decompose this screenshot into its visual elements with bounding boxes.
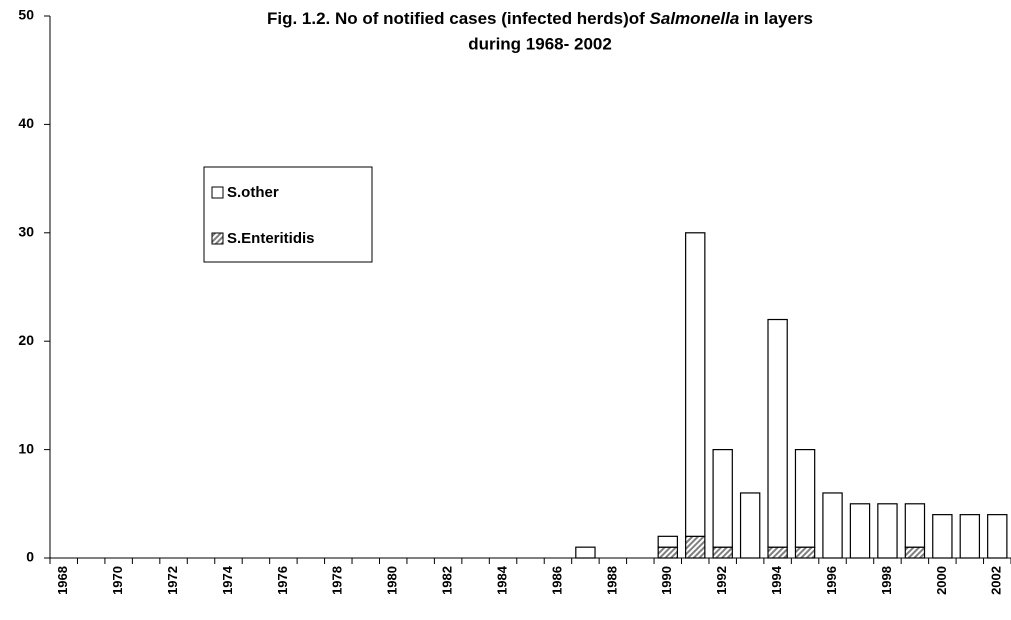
y-tick-label: 20 [18,332,34,348]
bar-segment [849,503,871,559]
bar-segment [767,546,788,559]
bar-segment [822,492,843,559]
bar-segment [932,514,953,559]
x-tick-label: 1986 [549,566,564,595]
title-part: in layers [739,9,813,28]
legend-swatch [211,186,224,199]
x-tick-label: 1990 [659,566,674,595]
x-tick-label: 1996 [824,566,839,595]
bar-segment [739,492,761,559]
x-tick-label: 1978 [330,566,345,595]
x-tick-label: 1992 [714,566,729,595]
legend-box [203,166,373,263]
bar-segment [904,503,926,548]
title-part: Fig. 1.2. No of notified cases (infected… [267,9,650,28]
bar-segment [794,449,816,548]
chart-title: during 1968- 2002 [468,34,612,53]
y-tick-label: 0 [26,549,34,565]
x-tick-label: 1988 [604,566,619,595]
x-tick-label: 1972 [165,566,180,595]
x-tick-label: 1998 [879,566,894,595]
legend-label: S.other [227,184,279,201]
bar-segment [794,546,816,559]
title-part: Salmonella [650,9,740,28]
bar-segment [657,535,678,548]
x-tick-label: 1984 [494,565,509,595]
bar-segment [987,514,1008,559]
x-tick-label: 2000 [934,566,949,595]
bar-segment [575,546,596,559]
bar-segment [657,546,678,559]
bar-segment [877,503,898,559]
legend-swatch [211,232,224,245]
bar-segment [712,449,733,548]
bar-segment [959,514,981,559]
y-tick-label: 30 [18,224,34,240]
x-tick-label: 1970 [110,566,125,595]
y-tick-label: 50 [18,7,34,23]
x-tick-label: 1980 [385,566,400,595]
y-tick-label: 40 [18,115,34,131]
y-tick-label: 10 [18,440,34,456]
x-tick-label: 2002 [989,566,1004,595]
x-tick-label: 1994 [769,565,784,595]
legend-label: S.Enteritidis [227,230,315,247]
bar-segment [712,546,733,559]
bar-segment [767,318,788,548]
x-tick-label: 1974 [220,565,235,595]
x-tick-label: 1982 [440,566,455,595]
bar-segment [685,232,706,537]
x-tick-label: 1968 [55,566,70,595]
bar-segment [904,546,926,559]
bar-segment [685,535,706,559]
chart-title: Fig. 1.2. No of notified cases (infected… [267,9,813,28]
x-tick-label: 1976 [275,566,290,595]
